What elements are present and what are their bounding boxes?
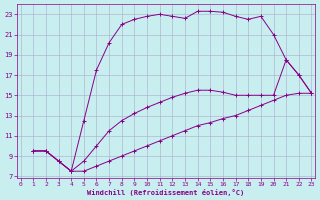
X-axis label: Windchill (Refroidissement éolien,°C): Windchill (Refroidissement éolien,°C) xyxy=(87,189,245,196)
